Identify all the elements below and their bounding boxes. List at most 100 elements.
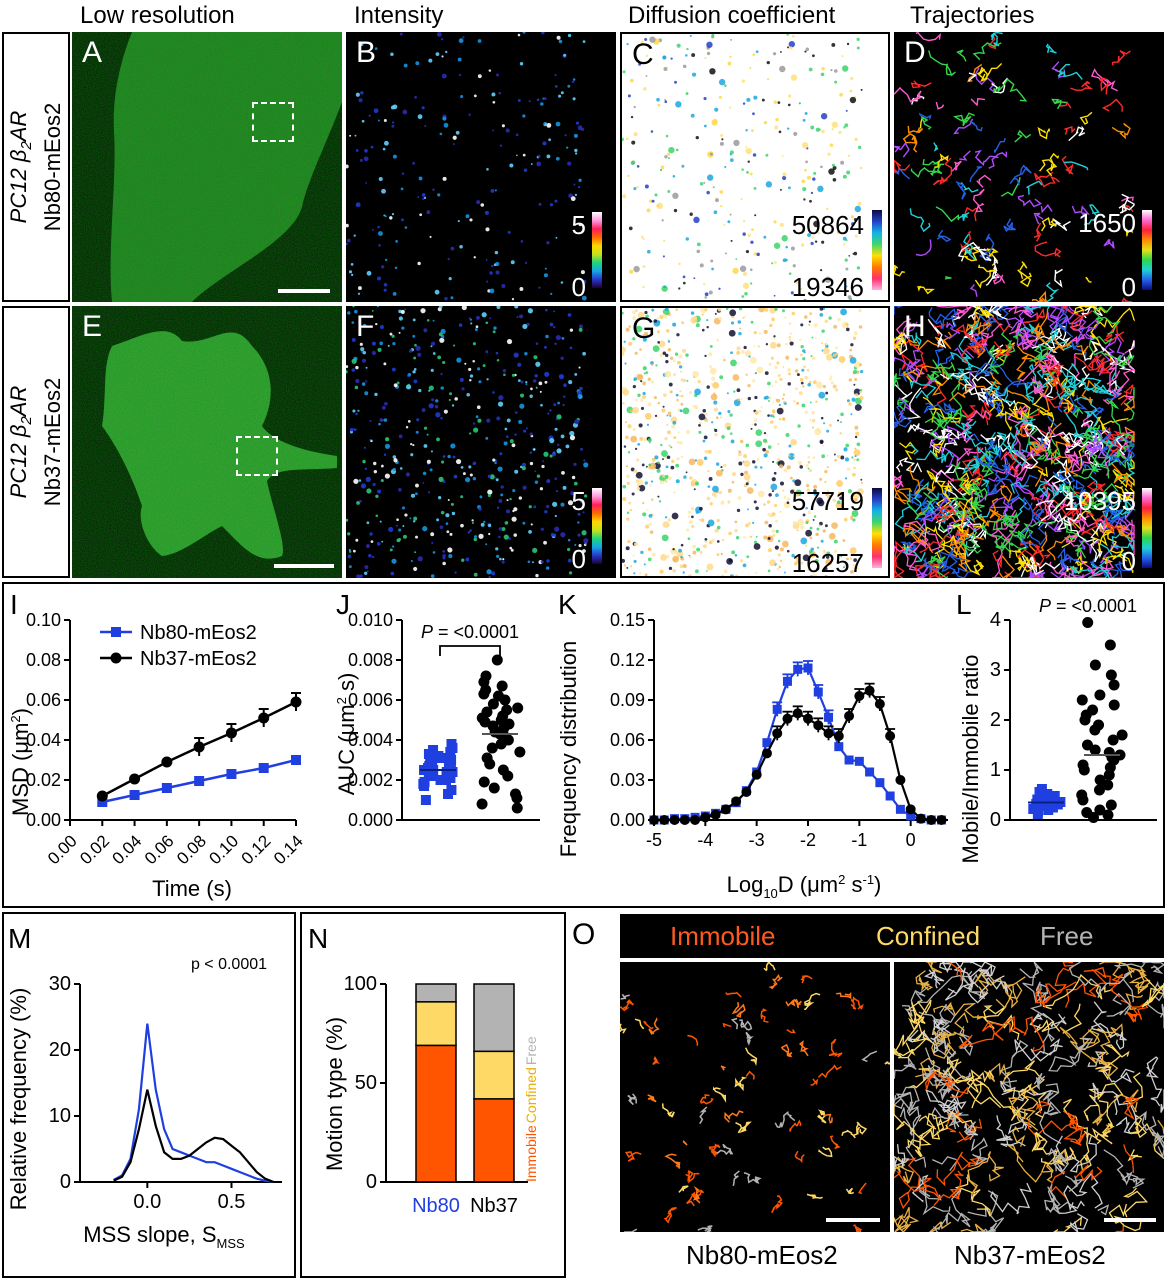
trajectory-path (926, 1112, 977, 1132)
localization-dot (800, 381, 804, 385)
panel-letter-D: D (904, 36, 926, 69)
x-tick-label: 0.0 (133, 1191, 161, 1213)
localization-dot (563, 53, 567, 57)
data-point-nb37 (1093, 719, 1105, 731)
trajectory-path (961, 405, 978, 419)
p-value: = <0.0001 (1051, 596, 1137, 616)
localization-dot (468, 113, 471, 116)
localization-dot (754, 395, 758, 400)
localization-dot (666, 152, 671, 156)
trajectory-path (743, 1172, 762, 1184)
trajectory-path (1128, 456, 1135, 471)
trajectory-path (995, 379, 1022, 419)
data-point-nb80 (885, 791, 895, 801)
localization-dot (816, 567, 820, 571)
localization-dot (364, 467, 368, 471)
trajectory-path (1071, 205, 1090, 217)
localization-dot (485, 258, 488, 261)
localization-dot (667, 338, 670, 341)
localization-dot (410, 443, 413, 446)
localization-dot (804, 168, 807, 172)
localization-dot (490, 188, 495, 193)
trajectory-path (1019, 261, 1028, 271)
trajectory-path (1079, 111, 1093, 125)
trajectory-path (1113, 962, 1164, 975)
localization-dot (763, 396, 767, 400)
localization-dot (672, 174, 676, 178)
trajectory-path (903, 1055, 917, 1070)
localization-dot (698, 413, 706, 421)
data-point-nb37 (497, 764, 509, 776)
localization-dot (821, 454, 826, 459)
localization-dot (555, 418, 558, 421)
trajectory-path (998, 555, 1016, 578)
trajectory-path (973, 481, 988, 501)
localization-dot (857, 202, 862, 206)
localization-dot (776, 568, 779, 571)
localization-dot (529, 432, 533, 436)
scale-bar (278, 289, 330, 293)
trajectory-path (620, 993, 630, 1000)
localization-dot (395, 240, 398, 243)
localization-dot (541, 464, 545, 469)
localization-dot (714, 433, 718, 437)
trajectory-path (976, 174, 992, 188)
localization-dot (782, 393, 786, 396)
localization-dot (738, 331, 742, 336)
localization-dot (804, 410, 809, 415)
trajectory-path (1029, 1012, 1067, 1029)
localization-dot (577, 512, 581, 516)
localization-dot (383, 362, 387, 366)
localization-dot (671, 512, 679, 520)
localization-dot (366, 270, 372, 276)
intensity-map (346, 306, 589, 578)
localization-dot (784, 316, 787, 319)
localization-dot (625, 421, 627, 424)
data-point-nb80 (427, 755, 438, 765)
localization-dot (479, 495, 483, 499)
trajectory-path (927, 318, 947, 349)
localization-dot (761, 98, 765, 102)
localization-dot (472, 476, 477, 481)
trajectory-path (1070, 80, 1094, 91)
trajectory-path (1059, 101, 1072, 109)
localization-dot (549, 454, 553, 458)
localization-dot (821, 129, 825, 134)
trajectory-path (1005, 401, 1031, 432)
trajectory-path (954, 324, 989, 365)
localization-dot (801, 142, 809, 149)
data-point-nb37 (225, 727, 237, 739)
localization-dot (738, 308, 743, 311)
localization-dot (489, 288, 495, 294)
localization-dot (574, 193, 578, 197)
trajectory-path (763, 962, 776, 972)
localization-dot (354, 428, 357, 431)
colorbar-min: 19346 (791, 272, 864, 302)
localization-dot (768, 524, 772, 528)
row-label-nb80: PC12 β2AR Nb80-mEos2 (2, 32, 70, 302)
data-point-nb37 (511, 802, 523, 814)
localization-dot (384, 443, 391, 449)
trajectory-path (1050, 434, 1079, 476)
trajectory-path (894, 485, 913, 505)
y-tick-label: 0.00 (26, 810, 61, 830)
diffusion-map (622, 308, 864, 576)
localization-dot (744, 292, 748, 296)
localization-dot (560, 91, 564, 95)
localization-dot (746, 97, 751, 102)
data-point-nb37 (926, 815, 937, 825)
localization-dot (469, 473, 473, 477)
trajectory-path (976, 431, 1014, 462)
localization-dot (360, 350, 363, 353)
localization-dot (472, 342, 476, 346)
localization-dot (669, 414, 672, 417)
localization-dot (395, 524, 398, 527)
localization-dot (790, 489, 795, 494)
localization-dot (578, 222, 582, 227)
localization-dot (665, 329, 670, 333)
localization-dot (485, 436, 489, 440)
localization-dot (633, 265, 640, 273)
trajectory-path (894, 159, 911, 174)
localization-dot (860, 478, 863, 481)
localization-dot (688, 458, 696, 466)
